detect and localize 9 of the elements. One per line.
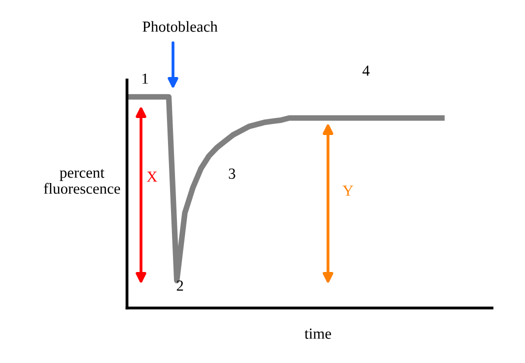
text: 1 — [142, 74, 148, 84]
y-axis-title: percent fluorescence — [44, 169, 120, 194]
x-axis-title: time — [304, 328, 332, 339]
text: Photobleach — [142, 21, 218, 32]
annotation: 2 — [176, 280, 183, 291]
annotation: 3 — [228, 168, 236, 179]
annotation: Y — [342, 186, 354, 196]
annotation: X — [146, 172, 158, 182]
text: 4 — [362, 66, 370, 76]
